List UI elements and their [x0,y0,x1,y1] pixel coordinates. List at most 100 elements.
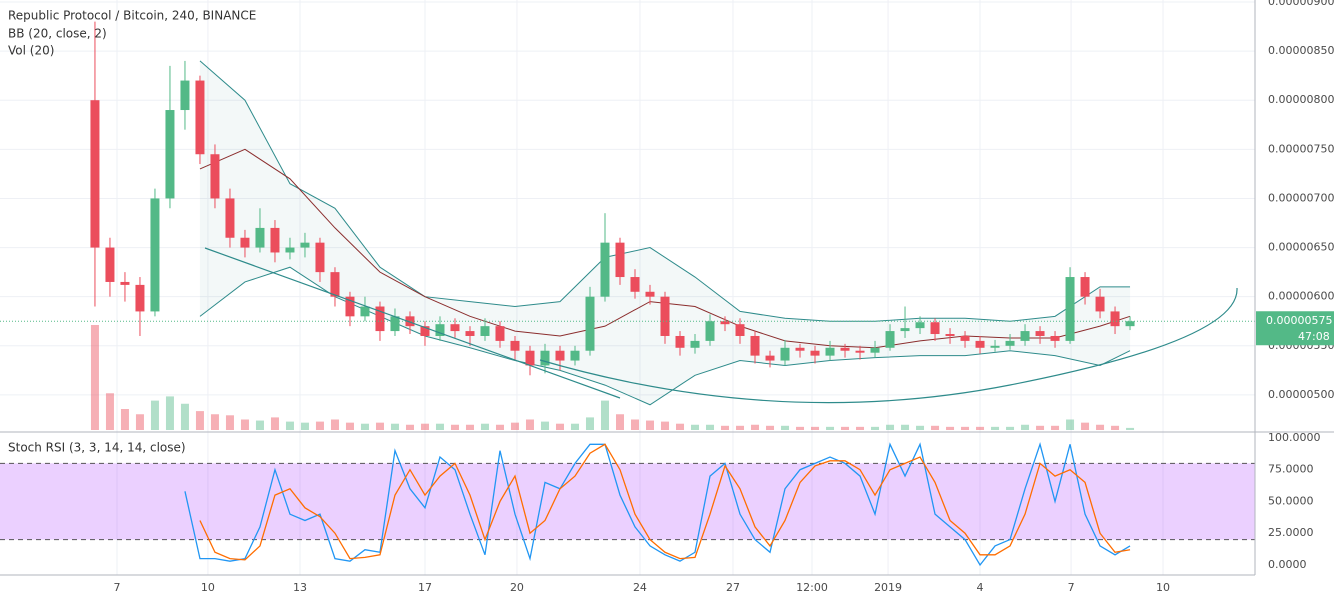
price-tick-label: 0.00000500 [1268,388,1334,401]
last-price-box [1256,311,1334,346]
candle-body [330,272,340,297]
volume-bar [210,414,219,430]
stoch-tick-label: 25.0000 [1268,526,1314,539]
candle-body [525,350,535,366]
volume-bar [1126,427,1135,430]
stoch-tick-label: 0.0000 [1268,558,1307,571]
time-tick-label: 10 [1156,581,1170,594]
volume-bar [420,423,429,430]
candle-body [270,227,280,253]
candle-body [885,331,895,348]
candle-body [675,335,685,348]
price-tick-label: 0.00000700 [1268,191,1334,204]
time-tick-label: 10 [201,581,215,594]
volume-bar [946,426,955,430]
volume-bar [510,422,519,430]
time-tick-label: 7 [1068,581,1075,594]
stoch-line [184,442,1131,567]
candle-body [1080,277,1090,297]
volume-bar [1006,426,1015,430]
candle-body [1110,311,1120,327]
candle-body [1035,331,1045,336]
band-fill [0,463,1255,540]
bb-middle [199,148,1131,349]
last-price-label: 0.00000575 [1266,314,1332,327]
candle-body [405,316,415,327]
candle-body [690,340,700,348]
candle-body [735,324,745,336]
price-tick-label: 0.00000750 [1268,142,1334,155]
volume-bar [90,325,99,430]
candle-body [285,247,295,253]
candle-body [240,237,250,248]
volume-bar [195,411,204,430]
candle-body [120,281,130,285]
volume-bar [826,426,835,430]
volume-bar [435,423,444,430]
volume-bar [180,403,189,430]
candle-body [990,345,1000,348]
candle-body [750,335,760,356]
volume-bar [781,425,790,430]
candle-body [870,347,880,353]
candle-body [630,277,640,292]
time-tick-label: 13 [293,581,307,594]
volume-bar [961,426,970,430]
candle-body [945,334,955,336]
volume-bar [105,393,114,430]
volume-bar [721,425,730,430]
candle-body [810,350,820,356]
volume-bar [495,424,504,430]
candle-body [480,326,490,336]
price-tick-label: 0.00000800 [1268,93,1334,106]
volume-bar [841,426,850,430]
band-fill [199,60,1131,405]
candle-body [390,316,400,332]
volume-bar [255,420,264,430]
volume-bar [600,400,609,430]
candle-body [360,306,370,317]
volume-bar [871,426,880,430]
indicator-label: Vol (20) [8,44,54,58]
time-tick-label: 2019 [874,581,902,594]
volume-bar [150,400,159,430]
time-tick-label: 17 [418,581,432,594]
candle-body [1125,321,1135,327]
countdown-label: 47:08 [1298,330,1330,343]
candle-body [210,154,220,199]
cup-arc [539,287,1238,404]
volume-bar [931,425,940,430]
candle-body [720,321,730,325]
volume-bar [1051,425,1060,430]
time-tick-label: 27 [726,581,740,594]
bb-upper [199,60,1131,322]
price-tick-label: 0.00000900 [1268,0,1334,8]
candle-body [765,355,775,361]
volume-bar [691,424,700,430]
candle-body [645,291,655,297]
volume-bar [751,424,760,430]
candle-body [615,242,625,278]
symbol-title: Republic Protocol / Bitcoin, 240, BINANC… [8,9,256,23]
volume-bar [345,422,354,430]
candle-body [540,350,550,366]
volume-bar [165,396,174,430]
price-tick-label: 0.00000600 [1268,290,1334,303]
stoch-line [199,443,1131,561]
volume-bar [796,426,805,430]
candle-body [165,110,175,199]
candle-body [585,296,595,351]
volume-bar [1021,424,1030,430]
candle-body [1065,277,1075,341]
candle-body [915,322,925,329]
indicator-label: BB (20, close, 2) [8,27,107,41]
volume-bar [736,425,745,430]
volume-bar [676,423,685,430]
price-pane [0,21,1255,430]
volume-bar [555,423,564,430]
volume-bar [1096,424,1105,430]
time-tick-label: 24 [633,581,647,594]
volume-bar [480,423,489,430]
volume-bar [375,422,384,430]
volume-bar [465,424,474,430]
